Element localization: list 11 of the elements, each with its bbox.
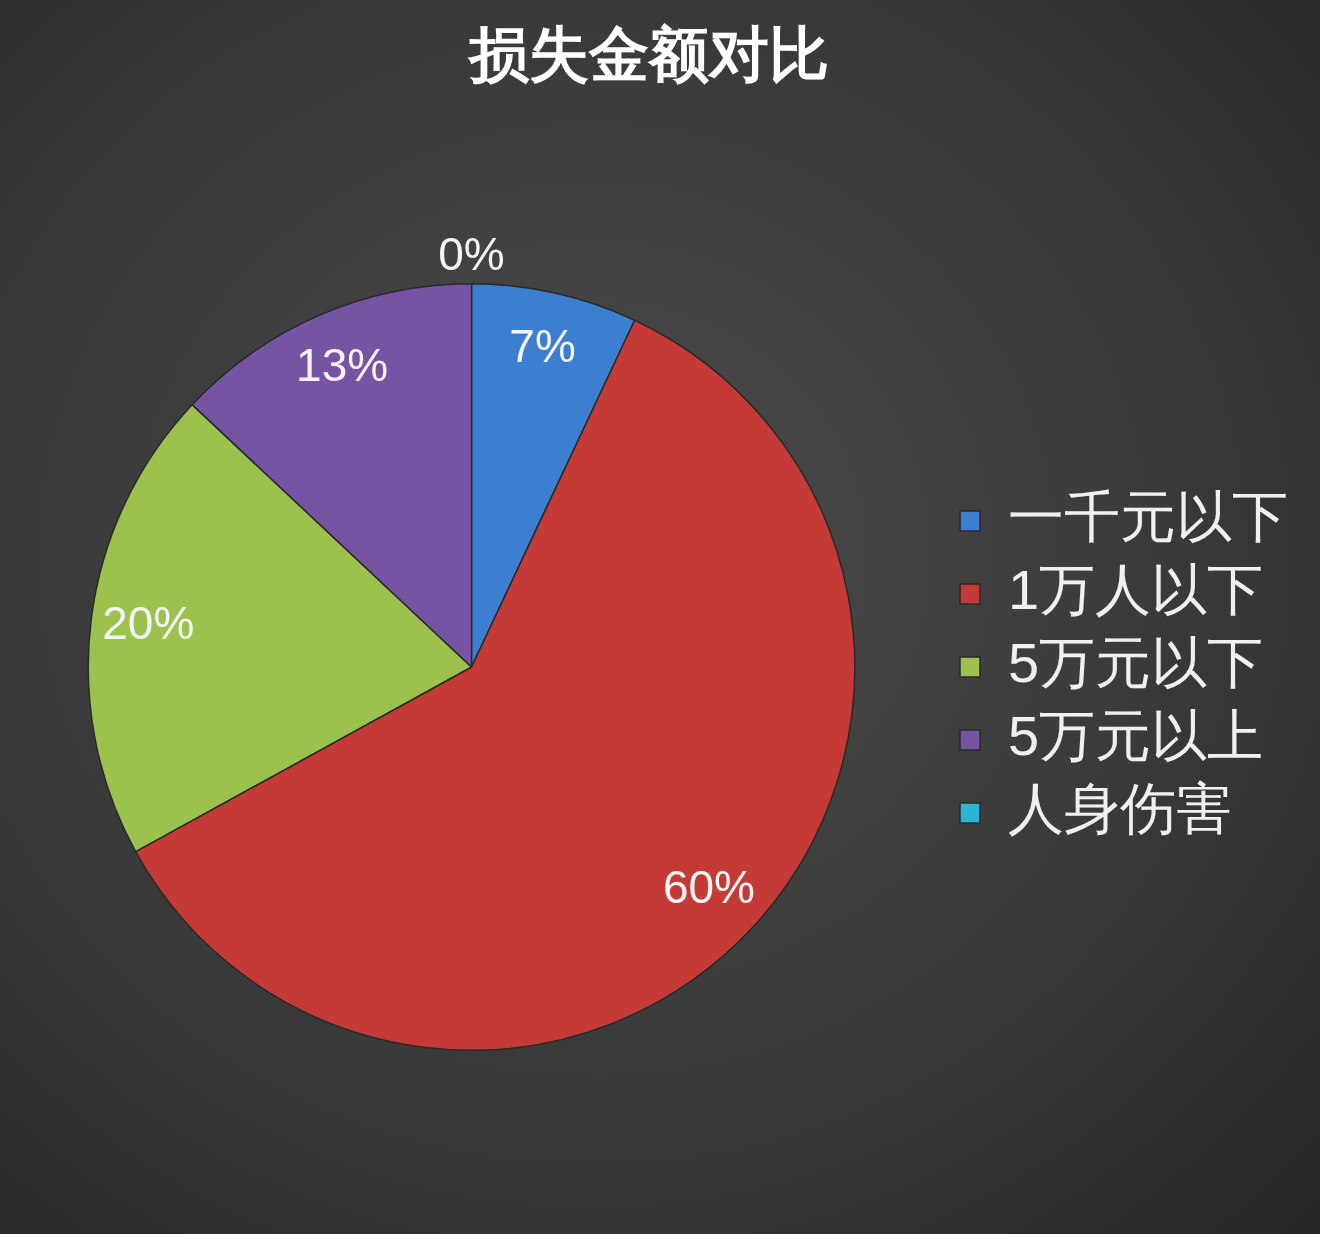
data-label: 13% [296, 338, 389, 391]
data-label: 20% [102, 596, 195, 649]
legend-label: 5万元以上 [1008, 704, 1264, 768]
data-label: 7% [509, 319, 576, 372]
data-label: 60% [662, 860, 756, 913]
text: 0% [438, 227, 505, 280]
legend-label: 5万元以下 [1008, 631, 1264, 695]
chart-title: 损失金额对比 [467, 20, 829, 88]
legend-label: 人身伤害 [1008, 777, 1232, 841]
legend-label: 一千元以下 [1008, 485, 1288, 549]
legend-label: 1万人以下 [1008, 558, 1264, 622]
